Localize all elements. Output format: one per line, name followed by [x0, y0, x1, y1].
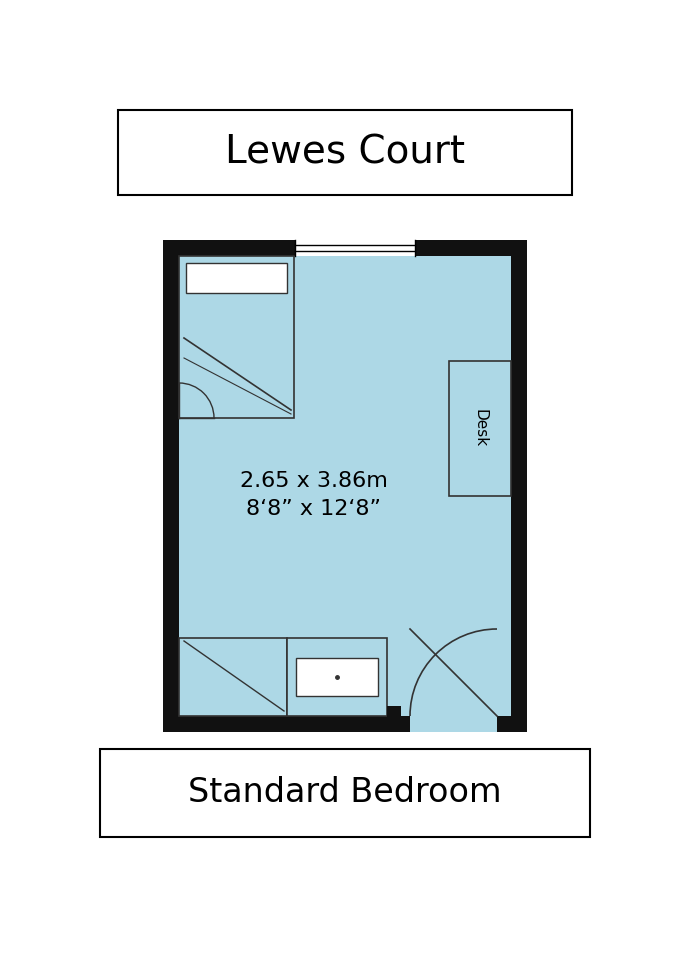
Bar — [118, 110, 572, 195]
Bar — [410, 716, 497, 732]
Bar — [100, 749, 590, 837]
Bar — [179, 638, 287, 716]
Bar — [163, 716, 527, 732]
Bar — [186, 263, 287, 293]
Text: Lewes Court: Lewes Court — [225, 134, 465, 172]
Text: Standard Bedroom: Standard Bedroom — [188, 776, 502, 810]
Bar — [296, 658, 378, 696]
Text: Desk: Desk — [473, 410, 488, 448]
Bar — [179, 256, 294, 418]
Bar — [287, 638, 387, 716]
Bar — [387, 706, 401, 732]
Bar — [179, 256, 511, 716]
Text: 2.65 x 3.86m: 2.65 x 3.86m — [240, 471, 388, 491]
Bar — [295, 240, 415, 256]
Bar — [163, 240, 527, 256]
Bar — [163, 240, 179, 732]
Bar — [511, 240, 527, 732]
Text: 8‘8” x 12‘8”: 8‘8” x 12‘8” — [246, 499, 382, 520]
Bar — [449, 361, 511, 496]
